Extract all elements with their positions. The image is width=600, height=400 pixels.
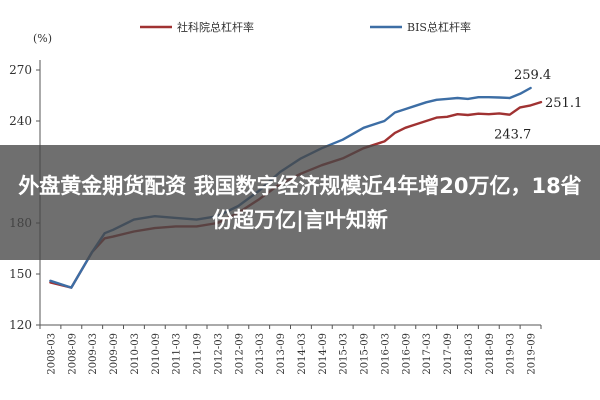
x-tick-label: 2012-09 <box>234 333 245 375</box>
x-tick-label: 2008-03 <box>46 333 57 375</box>
x-tick-label: 2013-03 <box>255 333 266 375</box>
x-tick-label: 2009-09 <box>109 333 120 375</box>
y-tick-label: 240 <box>9 114 32 128</box>
x-tick-label: 2015-09 <box>360 333 371 375</box>
x-tick-label: 2017-09 <box>443 333 454 375</box>
y-tick-label: 150 <box>9 267 32 281</box>
overlay-title: 外盘黄金期货配资 我国数字经济规模近4年增20万亿，18省份超万亿|言叶知新 <box>18 173 582 232</box>
x-tick-label: 2014-09 <box>318 333 329 375</box>
x-tick-label: 2010-03 <box>130 333 141 375</box>
x-tick-label: 2016-03 <box>380 333 391 375</box>
x-tick-label: 2019-09 <box>527 333 538 375</box>
overlay-banner: 外盘黄金期货配资 我国数字经济规模近4年增20万亿，18省份超万亿|言叶知新 <box>0 145 600 260</box>
x-tick-label: 2013-09 <box>276 333 287 375</box>
annotations: 259.4 251.1 243.7 <box>494 68 582 143</box>
data-label: 243.7 <box>494 128 531 143</box>
legend-label: 社科院总杠杆率 <box>177 20 254 34</box>
data-label: 251.1 <box>545 96 582 111</box>
x-tick-label: 2014-03 <box>297 333 308 375</box>
x-tick-label: 2010-09 <box>151 333 162 375</box>
data-label: 259.4 <box>514 68 551 83</box>
y-axis-unit-label: (%) <box>33 32 52 45</box>
y-tick-label: 270 <box>9 63 32 77</box>
legend: 社科院总杠杆率 BIS总杠杆率 <box>140 20 471 34</box>
y-tick-label: 120 <box>9 318 32 332</box>
x-tick-label: 2008-09 <box>67 333 78 375</box>
legend-label: BIS总杠杆率 <box>407 20 471 34</box>
x-tick-label: 2018-09 <box>485 333 496 375</box>
x-tick-label: 2012-03 <box>213 333 224 375</box>
x-tick-label: 2017-03 <box>422 333 433 375</box>
x-tick-label: 2011-03 <box>172 333 183 375</box>
x-tick-label: 2019-03 <box>506 333 517 375</box>
x-tick-label: 2011-09 <box>193 333 204 375</box>
x-tick-label: 2009-03 <box>88 333 99 375</box>
x-tick-label: 2015-03 <box>339 333 350 375</box>
x-tick-label: 2016-09 <box>401 333 412 375</box>
axes: 1201501802402702008-032008-092009-032009… <box>9 60 542 375</box>
x-tick-label: 2018-03 <box>464 333 475 375</box>
